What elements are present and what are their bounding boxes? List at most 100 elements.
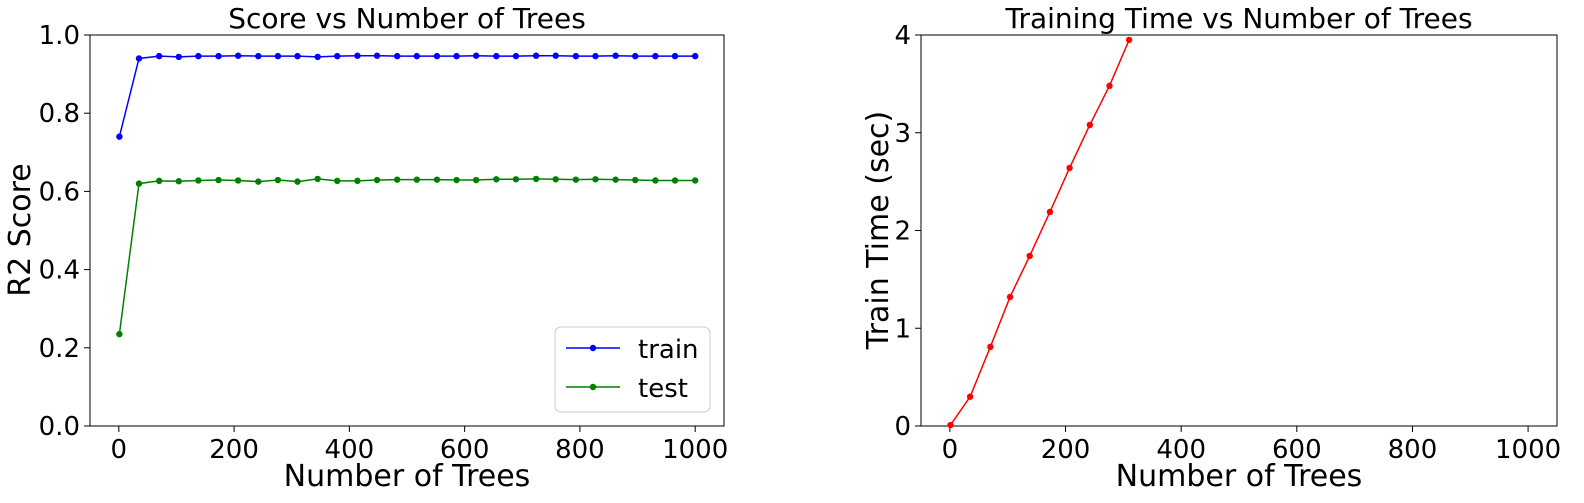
train-time-chart-frame bbox=[920, 34, 1558, 427]
score-series-test-point bbox=[116, 330, 123, 338]
score-series-test-point bbox=[135, 180, 143, 187]
score-series-test-point bbox=[394, 176, 401, 183]
score-series-test-point bbox=[512, 176, 520, 183]
score-series-train-point bbox=[354, 52, 361, 59]
score-ytick-label: 0.4 bbox=[39, 256, 80, 286]
score-series-test-point bbox=[294, 178, 301, 185]
score-series-train-point bbox=[215, 52, 222, 60]
score-xtick-label: 800 bbox=[555, 435, 605, 465]
score-series-test-point bbox=[691, 177, 699, 184]
score-ytick-label: 0.6 bbox=[39, 177, 80, 207]
score-series-test-point bbox=[671, 177, 679, 184]
train-time-xtick-label: 1000 bbox=[1495, 435, 1561, 465]
score-series-train-point bbox=[592, 52, 599, 60]
score-series-test-point bbox=[433, 176, 441, 183]
train-time-chart-yticks: 0 1 2 3 4 bbox=[894, 21, 921, 442]
score-ytick-label: 1.0 bbox=[39, 21, 80, 51]
train-time-series-train-time-point bbox=[1086, 121, 1094, 129]
train-time-chart-title: Training Time vs Number of Trees bbox=[1004, 2, 1472, 35]
score-series-train-point bbox=[394, 52, 401, 60]
score-series-train-point bbox=[155, 52, 163, 60]
score-series-train-point bbox=[314, 53, 321, 61]
score-series-train-point bbox=[632, 52, 639, 60]
train-time-ytick-label: 1 bbox=[894, 314, 911, 344]
score-series-train-point bbox=[195, 52, 202, 60]
score-series-train-point bbox=[572, 52, 580, 60]
score-series-train-point bbox=[512, 52, 520, 60]
score-chart-title: Score vs Number of Trees bbox=[228, 2, 586, 35]
score-ytick-label: 0.0 bbox=[39, 412, 80, 442]
score-series-train-point bbox=[652, 52, 659, 60]
score-series-test-point bbox=[413, 176, 420, 183]
score-xtick-label: 0 bbox=[111, 435, 128, 465]
score-series-train-point bbox=[135, 55, 143, 62]
score-series-train-point bbox=[552, 52, 559, 59]
score-xtick-label: 400 bbox=[325, 435, 375, 465]
legend-train-label: train bbox=[638, 335, 699, 365]
score-series-test-point bbox=[215, 176, 222, 184]
score-series-train-point bbox=[691, 52, 699, 60]
score-series-test-point bbox=[354, 177, 361, 185]
train-time-ytick-label: 0 bbox=[894, 412, 911, 442]
score-series-train-point bbox=[532, 52, 540, 59]
train-time-chart-series bbox=[947, 36, 1133, 429]
score-xtick-label: 1000 bbox=[662, 435, 728, 465]
score-series-train-point bbox=[373, 52, 381, 59]
legend-test-label: test bbox=[638, 374, 688, 404]
score-series-train-point bbox=[472, 52, 480, 59]
train-time-chart: Training Time vs Number of Trees Number … bbox=[861, 2, 1561, 494]
score-series-test-point bbox=[572, 176, 580, 183]
train-time-series-train-time-point bbox=[947, 421, 954, 429]
score-series-test-point bbox=[175, 178, 182, 185]
score-series-test-point bbox=[472, 176, 480, 184]
score-series-train-point bbox=[453, 52, 460, 60]
score-xtick-label: 200 bbox=[209, 435, 259, 465]
score-series-test-point bbox=[274, 176, 282, 184]
train-time-series-train-time-point bbox=[1066, 164, 1073, 172]
score-series-train-point bbox=[671, 52, 679, 60]
score-chart-ylabel: R2 Score bbox=[3, 163, 38, 297]
score-series-test-point bbox=[552, 176, 559, 183]
legend-train-marker bbox=[589, 344, 597, 352]
train-time-series-train-time-point bbox=[1125, 36, 1133, 44]
score-chart-legend: train test bbox=[554, 326, 711, 413]
score-series-train-point bbox=[274, 52, 282, 60]
score-chart-xticks: 0 200 400 600 800 1000 bbox=[111, 426, 728, 465]
score-series-test-point bbox=[652, 177, 659, 184]
score-series-train-point bbox=[413, 52, 420, 60]
score-chart-frame bbox=[89, 34, 725, 427]
score-series-train-point bbox=[175, 53, 182, 61]
score-series-train-point bbox=[433, 52, 441, 60]
train-time-series-train-time-point bbox=[987, 343, 994, 351]
score-chart-yticks: 0.0 0.2 0.4 0.6 0.8 1.0 bbox=[39, 21, 90, 442]
train-time-series-train-time-point bbox=[1106, 82, 1113, 90]
score-series-train-point bbox=[294, 52, 301, 60]
legend-test-marker bbox=[589, 383, 597, 391]
train-time-ytick-label: 3 bbox=[894, 119, 911, 149]
train-time-xtick-label: 400 bbox=[1156, 435, 1206, 465]
train-time-chart-xlabel: Number of Trees bbox=[1116, 459, 1363, 494]
train-time-chart-ylabel: Train Time (sec) bbox=[861, 111, 896, 350]
score-series-train-point bbox=[234, 52, 242, 59]
train-time-chart-xticks: 0 200 400 600 800 1000 bbox=[942, 426, 1561, 465]
score-chart-series bbox=[116, 52, 699, 338]
score-series-test-point bbox=[155, 177, 163, 185]
score-series-test-point bbox=[314, 175, 321, 183]
score-series-test-point bbox=[612, 176, 619, 183]
score-chart-xlabel: Number of Trees bbox=[284, 459, 531, 494]
score-series-test-point bbox=[195, 177, 202, 184]
score-series-test-point bbox=[373, 176, 381, 184]
score-xtick-label: 600 bbox=[440, 435, 490, 465]
train-time-series-train-time-point bbox=[1026, 252, 1033, 260]
score-series-test-point bbox=[234, 177, 242, 184]
score-ytick-label: 0.2 bbox=[39, 334, 80, 364]
score-series-train-line bbox=[118, 54, 696, 137]
score-series-train-point bbox=[255, 52, 262, 60]
score-series-train-point bbox=[116, 133, 123, 140]
train-time-series-train-time-point bbox=[1046, 208, 1054, 216]
score-series-train-point bbox=[612, 52, 619, 59]
score-series-train-point bbox=[493, 52, 500, 60]
train-time-ytick-label: 4 bbox=[894, 21, 911, 51]
score-series-test-point bbox=[334, 177, 341, 185]
score-series-test-point bbox=[592, 176, 599, 183]
